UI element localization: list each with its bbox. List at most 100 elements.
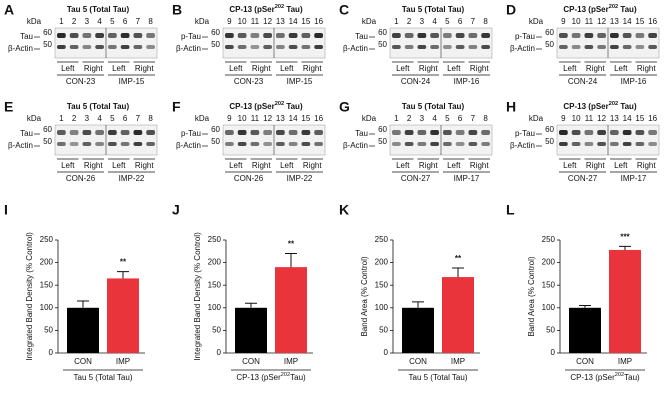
blot-title: CP-13 (pSer202 Tau) bbox=[229, 4, 303, 14]
kda-label: kDa bbox=[529, 114, 544, 123]
y-axis-label: Band Area (% Control) bbox=[527, 256, 536, 336]
y-tick-label: 200 bbox=[208, 258, 222, 267]
error-bar bbox=[117, 271, 129, 279]
y-tick-label: 150 bbox=[208, 280, 222, 289]
band bbox=[82, 33, 92, 38]
text-part: CP-13 (pSer bbox=[229, 102, 274, 111]
lane-number: 13 bbox=[276, 114, 285, 123]
side-label: Left bbox=[229, 161, 243, 170]
y-tick-label: 100 bbox=[208, 303, 222, 312]
band bbox=[263, 45, 272, 49]
group-label: IMP-15 bbox=[119, 77, 145, 86]
band bbox=[108, 130, 117, 135]
side-label: Left bbox=[396, 64, 410, 73]
panel-letter: G bbox=[339, 99, 350, 115]
band bbox=[455, 142, 465, 146]
band bbox=[95, 130, 104, 135]
band bbox=[57, 130, 66, 135]
text-part: Tau) bbox=[618, 5, 637, 14]
lane-number: 10 bbox=[572, 17, 581, 26]
band bbox=[276, 130, 285, 135]
band bbox=[455, 45, 465, 49]
text-part: Tau) bbox=[284, 5, 303, 14]
band bbox=[263, 142, 272, 146]
significance: ** bbox=[288, 240, 295, 249]
side-label: Right bbox=[303, 64, 322, 73]
band bbox=[584, 45, 594, 49]
side-label: Right bbox=[470, 64, 489, 73]
side-label: Left bbox=[396, 161, 410, 170]
kda-label: kDa bbox=[195, 17, 210, 26]
side-label: Right bbox=[586, 64, 605, 73]
band bbox=[225, 33, 234, 38]
lane-number: 7 bbox=[471, 17, 476, 26]
lane-number: 16 bbox=[648, 114, 657, 123]
marker-label: 50 bbox=[43, 40, 52, 49]
y-tick-label: 0 bbox=[217, 348, 222, 357]
band bbox=[133, 45, 143, 49]
lane-number: 12 bbox=[263, 17, 272, 26]
band bbox=[635, 33, 645, 38]
bar bbox=[442, 277, 474, 353]
blot-title: CP-13 (pSer202 Tau) bbox=[563, 4, 637, 14]
lane-number: 6 bbox=[123, 17, 128, 26]
kda-label: kDa bbox=[195, 114, 210, 123]
band bbox=[468, 33, 478, 38]
y-tick-label: 150 bbox=[40, 280, 54, 289]
band bbox=[571, 45, 581, 49]
band bbox=[120, 33, 130, 38]
lane-number: 4 bbox=[432, 17, 437, 26]
band bbox=[443, 45, 452, 49]
y-tick-label: 100 bbox=[40, 303, 54, 312]
band bbox=[571, 142, 581, 146]
band bbox=[57, 33, 66, 38]
panel-letter: H bbox=[506, 99, 516, 115]
error-bar bbox=[412, 301, 424, 308]
band bbox=[404, 33, 414, 38]
band bbox=[250, 33, 260, 38]
text-part: Tau) bbox=[618, 102, 637, 111]
group-label: IMP-15 bbox=[287, 77, 313, 86]
row-label: β-Actin bbox=[510, 44, 535, 53]
band bbox=[301, 45, 311, 49]
blot-title: Tau 5 (Total Tau) bbox=[402, 102, 465, 111]
band bbox=[468, 142, 478, 146]
marker-label: 50 bbox=[378, 137, 387, 146]
band bbox=[597, 33, 606, 38]
lane-number: 12 bbox=[597, 114, 606, 123]
side-label: Right bbox=[135, 64, 154, 73]
y-tick-label: 50 bbox=[212, 326, 221, 335]
panel-letter: J bbox=[172, 202, 180, 218]
row-label: β-Actin bbox=[8, 141, 33, 150]
band bbox=[133, 130, 143, 135]
lane-number: 6 bbox=[458, 17, 463, 26]
row-label: p-Tau bbox=[181, 32, 201, 41]
band bbox=[584, 142, 594, 146]
side-label: Left bbox=[280, 161, 294, 170]
panel-letter: F bbox=[172, 99, 181, 115]
group-label: CON-23 bbox=[234, 77, 264, 86]
band bbox=[225, 130, 234, 135]
row-label: β-Actin bbox=[510, 141, 535, 150]
marker-label: 60 bbox=[43, 28, 52, 37]
lane-number: 1 bbox=[59, 17, 64, 26]
side-label: Right bbox=[470, 161, 489, 170]
lane-number: 2 bbox=[72, 114, 77, 123]
marker-label: 60 bbox=[378, 28, 387, 37]
panel-letter: A bbox=[4, 2, 14, 18]
band bbox=[69, 142, 79, 146]
row-label: Tau bbox=[355, 32, 368, 41]
band bbox=[120, 130, 130, 135]
x-axis-label: CP-13 (pSer202Tau) bbox=[570, 372, 640, 382]
lane-number: 16 bbox=[648, 17, 657, 26]
band bbox=[417, 142, 427, 146]
band bbox=[237, 130, 247, 135]
band bbox=[225, 142, 234, 146]
band bbox=[404, 130, 414, 135]
lane-number: 9 bbox=[561, 114, 566, 123]
x-tick-label: IMP bbox=[618, 357, 632, 366]
blot-title: CP-13 (pSer202 Tau) bbox=[229, 101, 303, 111]
band bbox=[146, 142, 155, 146]
marker-label: 50 bbox=[545, 40, 554, 49]
band bbox=[301, 142, 311, 146]
